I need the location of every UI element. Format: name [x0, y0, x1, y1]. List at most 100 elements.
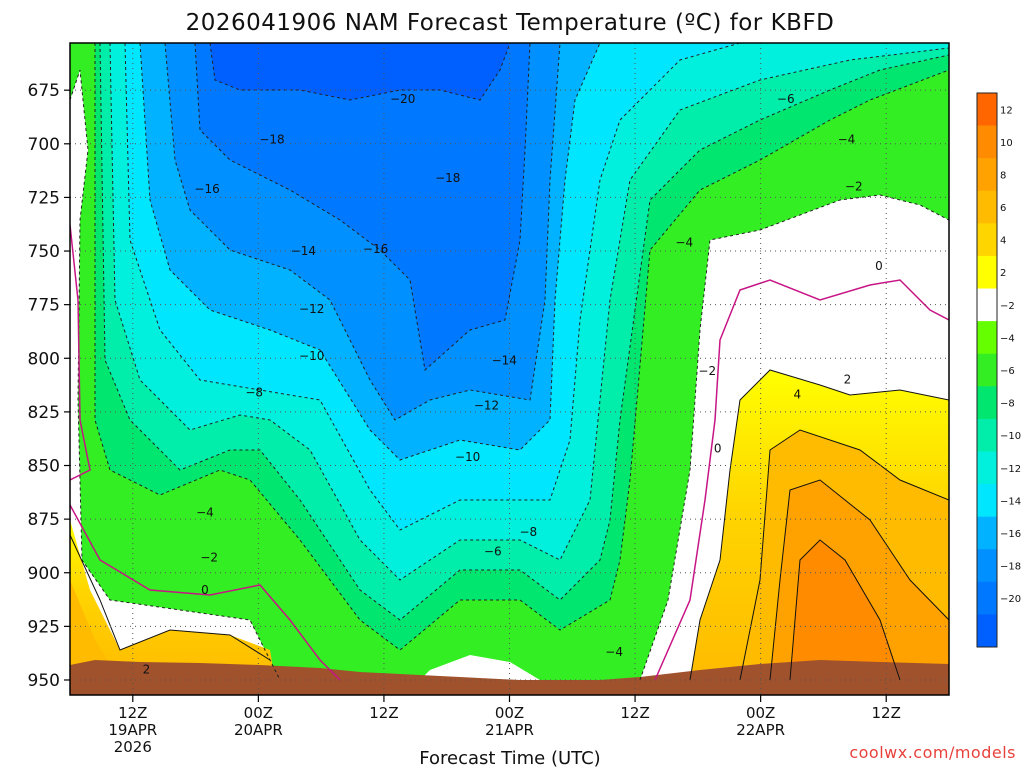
colorbar-swatch [977, 386, 997, 420]
x-tick-label: 2026 [114, 738, 152, 756]
colorbar-label: 8 [1000, 170, 1006, 181]
x-tick-label: 21APR [485, 721, 534, 739]
colorbar-swatch [977, 614, 997, 648]
contour-label: −8 [245, 386, 263, 400]
contour-line-minus-10 [109, 43, 949, 581]
colorbar-swatch [977, 223, 997, 257]
contour-line-minus-6 [94, 43, 949, 651]
contour-label: −14 [492, 353, 517, 367]
colorbar-label: 10 [1000, 138, 1013, 149]
contour-label: −2 [200, 551, 218, 565]
y-tick-label: 925 [28, 617, 60, 637]
x-axis-title: Forecast Time (UTC) [419, 748, 600, 768]
band-fill-4-left [70, 580, 120, 680]
contour-label: −4 [838, 133, 856, 147]
colorbar-swatch [977, 353, 997, 387]
contour-line-minus-8 [99, 43, 949, 621]
colorbar-label: 12 [1000, 105, 1013, 116]
colorbar-swatch [977, 125, 997, 159]
x-tick-label: 19APR [108, 721, 157, 739]
contour-label: −18 [259, 133, 284, 147]
colorbar-swatch [977, 190, 997, 224]
contour-label: −4 [675, 235, 693, 249]
band-fill-warm-left [70, 520, 275, 680]
colorbar-label: −12 [1000, 464, 1021, 475]
contour-line-zero-left-top [70, 224, 91, 481]
x-tick-label: 00Z [244, 704, 273, 722]
contour-line-minus-12 [124, 43, 741, 531]
chart-title: 2026041906 NAM Forecast Temperature (ºC)… [186, 10, 835, 36]
colorbar-swatch [977, 93, 997, 126]
contour-label: 0 [875, 259, 883, 273]
contour-labels: −20−18−18−16−16−14−14−12−12−10−10−8−8−6−… [143, 92, 883, 677]
y-tick-label: 900 [28, 564, 60, 584]
contour-label: 4 [793, 388, 801, 402]
band-fill-minus-18 [195, 43, 530, 370]
contour-line-minus-14 [139, 43, 601, 461]
colorbar-label: −4 [1000, 333, 1015, 344]
contour-label: −14 [291, 244, 316, 258]
colorbar-label: −10 [1000, 431, 1021, 442]
x-tick-label: 12Z [620, 704, 649, 722]
colorbar-label: −14 [1000, 496, 1021, 507]
contour-label: −12 [299, 302, 324, 316]
colorbar-swatch [977, 321, 997, 355]
colorbar-label: −18 [1000, 562, 1021, 573]
contour-label: −10 [299, 349, 324, 363]
contour-label: −4 [605, 645, 623, 659]
contour-label: 0 [201, 583, 209, 597]
y-tick-label: 800 [28, 349, 60, 369]
x-tick-label: 00Z [746, 704, 775, 722]
contour-line-6-right [769, 479, 949, 681]
colorbar-label: −8 [1000, 399, 1015, 410]
colorbar-label: 2 [1000, 268, 1006, 279]
contour-line-2-left [70, 534, 271, 661]
contour-label: 2 [143, 662, 151, 676]
colorbar-label: −16 [1000, 529, 1021, 540]
x-tick-label: 22APR [736, 721, 785, 739]
contour-label: −12 [474, 398, 499, 412]
contour-label: −4 [196, 506, 214, 520]
contour-label: −18 [435, 171, 460, 185]
y-tick-label: 675 [28, 81, 60, 101]
contour-line-zero-right [654, 279, 949, 681]
band-fill-minus-20 [210, 43, 510, 100]
contour-lines [70, 43, 949, 681]
contour-label: −2 [698, 364, 716, 378]
contour-label: −2 [845, 180, 863, 194]
colorbar-swatch [977, 451, 997, 485]
contour-line-4-right [739, 429, 949, 681]
x-tick-label: 12Z [872, 704, 901, 722]
contour-line-8-right [789, 539, 901, 681]
x-tick-label: 00Z [495, 704, 524, 722]
terrain-ground [70, 660, 949, 695]
contour-line-2-right [689, 369, 949, 681]
x-tick-label: 12Z [369, 704, 398, 722]
y-tick-label: 875 [28, 510, 60, 530]
colorbar-label: −6 [1000, 366, 1015, 377]
colorbar-swatch [977, 484, 997, 517]
y-tick-label: 750 [28, 242, 60, 262]
colorbar-swatch [977, 581, 997, 615]
colorbar-swatch [977, 158, 997, 192]
colorbar-label: −20 [1000, 594, 1021, 605]
y-tick-label: 700 [28, 135, 60, 155]
y-tick-label: 850 [28, 457, 60, 477]
contour-label: −10 [455, 450, 480, 464]
colorbar-label: −2 [1000, 301, 1015, 312]
contour-label: −16 [194, 182, 219, 196]
colorbar-label: 6 [1000, 203, 1006, 214]
y-tick-label: 825 [28, 403, 60, 423]
y-axis: 675 700 725 750 775 800 825 850 875 900 925 950 [28, 81, 70, 691]
contour-line-zero-left [70, 504, 341, 681]
colorbar-swatch [977, 288, 997, 322]
band-fill-8-right [790, 540, 900, 680]
y-tick-label: 725 [28, 188, 60, 208]
contour-line-minus-16 [164, 43, 561, 421]
contour-line-minus-2-right [639, 194, 949, 681]
contour-label: 0 [714, 441, 722, 455]
x-tick-label: 12Z [118, 704, 147, 722]
plot-fill [70, 43, 949, 695]
